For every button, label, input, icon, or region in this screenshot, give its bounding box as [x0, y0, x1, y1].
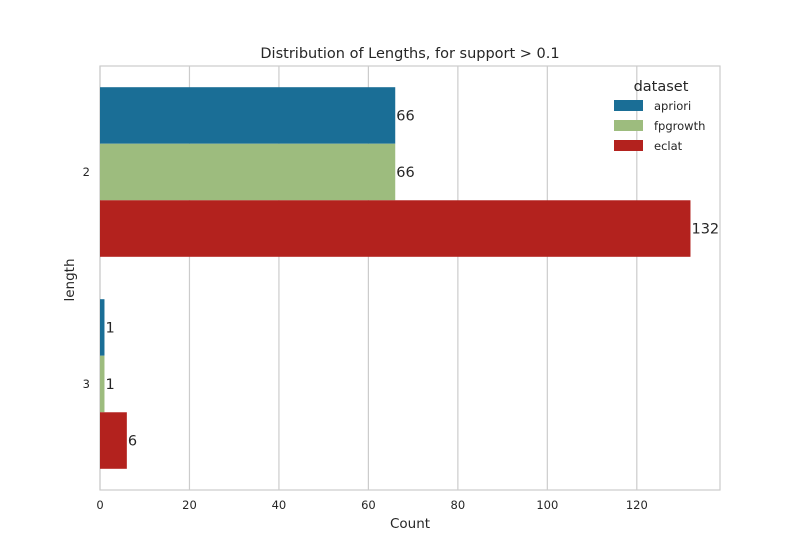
- x-tick-label: 40: [272, 498, 287, 512]
- x-tick-label: 60: [361, 498, 376, 512]
- legend-label-apriori: apriori: [654, 99, 691, 113]
- bar-apriori-length-3: [100, 299, 105, 356]
- x-tick-label: 80: [451, 498, 466, 512]
- x-tick-label: 0: [96, 498, 103, 512]
- legend-swatch-apriori: [614, 100, 643, 111]
- bar-eclat-length-2: [100, 200, 691, 257]
- x-tick-label: 100: [536, 498, 558, 512]
- legend-label-eclat: eclat: [654, 139, 683, 153]
- bar-apriori-length-2: [100, 87, 396, 144]
- x-tick-label: 120: [626, 498, 648, 512]
- bar-fpgrowth-length-2: [100, 143, 396, 201]
- data-label: 132: [691, 222, 719, 238]
- bars: [100, 87, 691, 469]
- y-axis-label: length: [62, 258, 78, 301]
- legend-label-fpgrowth: fpgrowth: [654, 119, 705, 133]
- chart-title: Distribution of Lengths, for support > 0…: [260, 46, 559, 62]
- bar-eclat-length-3: [100, 412, 127, 469]
- legend-items: apriori fpgrowth eclat: [614, 99, 705, 153]
- data-label: 66: [396, 108, 414, 124]
- y-tick-label: 2: [83, 165, 90, 179]
- x-axis-label: Count: [390, 516, 430, 532]
- legend-title: dataset: [634, 79, 689, 95]
- legend: dataset apriori fpgrowth eclat: [614, 79, 705, 153]
- data-label: 1: [105, 320, 114, 336]
- y-tick-labels: 23: [83, 165, 90, 391]
- data-label: 1: [105, 377, 114, 393]
- x-tick-label: 20: [182, 498, 197, 512]
- data-labels: 66 66 132 1 1 6: [105, 108, 719, 449]
- legend-swatch-eclat: [614, 140, 643, 151]
- y-tick-label: 3: [83, 377, 90, 391]
- bar-fpgrowth-length-3: [100, 355, 105, 413]
- x-tick-labels: 0 20 40 60 80 100 120: [96, 498, 647, 512]
- data-label: 6: [128, 434, 137, 450]
- data-label: 66: [396, 165, 414, 181]
- legend-swatch-fpgrowth: [614, 120, 643, 131]
